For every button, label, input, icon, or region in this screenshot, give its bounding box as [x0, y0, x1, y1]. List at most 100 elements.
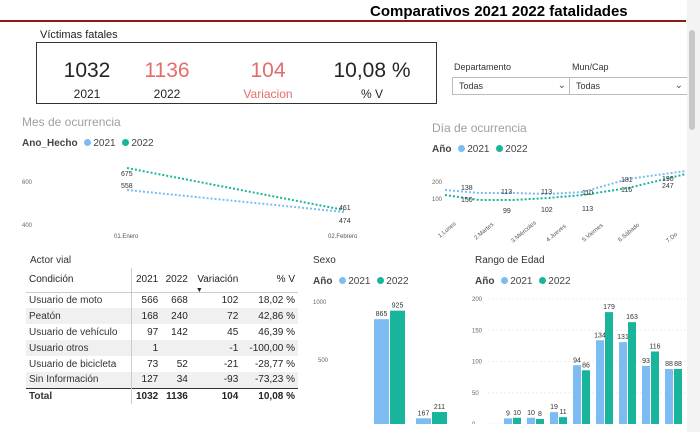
slicer-departamento[interactable]: Todas ⌄	[452, 77, 572, 95]
y-tick: 200	[432, 180, 443, 186]
table-header: Condición 2021 2022 Variación ▼ % V	[26, 268, 298, 294]
page-title: Comparativos 2021 2022 fatalidades	[370, 3, 628, 20]
col-variacion[interactable]: Variación ▼	[190, 268, 242, 294]
scrollbar-thumb[interactable]	[689, 30, 695, 130]
chevron-down-icon: ⌄	[557, 80, 566, 91]
chevron-down-icon: ⌄	[674, 80, 683, 91]
legend-dot-2021	[339, 277, 347, 284]
data-label: 86	[582, 362, 590, 369]
col-2022[interactable]: 2022	[161, 268, 191, 293]
legend-dot-2022	[539, 277, 547, 284]
data-label: 93	[642, 358, 650, 365]
slicer-mun-cap[interactable]: Todas ⌄	[569, 77, 689, 95]
data-label: 94	[573, 357, 581, 364]
table-cell: 1	[130, 340, 162, 356]
bar-2021	[416, 418, 431, 424]
table-total-row: Total 1032 1136 104 10,08 %	[26, 387, 298, 404]
table-cell: Usuario de moto	[29, 294, 103, 306]
legend-dot-2021	[458, 145, 466, 152]
table-cell: -21	[223, 358, 239, 370]
data-label: 10	[527, 410, 535, 417]
series-2022-line	[126, 167, 345, 211]
legend-2021: 2021	[93, 138, 116, 149]
y-tick: 50	[472, 391, 479, 397]
mes-legend: Ano_Hecho 2021 2022	[22, 138, 154, 149]
col-condicion[interactable]: Condición	[26, 268, 132, 293]
table-cell: -93	[190, 372, 242, 388]
bar-2022	[536, 419, 544, 424]
x-tick: 4.Jueves	[545, 223, 567, 243]
data-label: 8	[538, 411, 542, 418]
slicer-value: Todas	[576, 81, 601, 91]
data-label: 461	[339, 205, 351, 212]
table-cell: 168	[130, 308, 162, 324]
kpi-2021: 1032 2021	[47, 59, 127, 101]
table-cell: 668	[171, 294, 188, 306]
data-label: 134	[594, 332, 606, 339]
data-label: 167	[418, 410, 430, 417]
table-row: Usuario de bicicleta 73 52 -21 -28,77 %	[26, 356, 298, 372]
y-tick: 100	[472, 360, 483, 366]
y-tick: 200	[472, 297, 483, 303]
header-divider	[0, 20, 686, 22]
actor-vial-title: Actor vial	[30, 255, 72, 266]
legend-title: Año	[313, 276, 333, 287]
col-2021[interactable]: 2021	[130, 268, 162, 293]
data-label: 211	[434, 404, 445, 411]
x-tick: 2.Martes	[473, 222, 495, 242]
legend-2022: 2022	[386, 276, 409, 287]
x-tick: 6.Sábado	[617, 222, 641, 244]
bar-2022	[674, 369, 682, 424]
table-cell: -1	[190, 340, 242, 356]
table-cell: -100,00 %	[241, 340, 298, 356]
data-label: 113	[582, 206, 593, 213]
col-porcentaje[interactable]: % V	[241, 268, 298, 293]
data-label: 675	[121, 171, 133, 178]
sexo-legend: Año 2021 2022	[313, 276, 409, 287]
y-tick: 400	[22, 223, 33, 229]
data-label: 181	[621, 177, 633, 184]
legend-2021: 2021	[467, 144, 490, 155]
edad-legend: Año 2021 2022	[475, 276, 571, 287]
table-row: Sin Información 127 34 -93 -73,23 %	[26, 372, 298, 388]
table-cell: Usuario de bicicleta	[29, 358, 117, 370]
y-tick: 100	[432, 197, 443, 203]
series-2022-line	[444, 173, 686, 201]
data-label: 88	[674, 361, 682, 368]
bar-2021	[573, 365, 581, 424]
x-tick: 7.Do	[665, 231, 679, 244]
data-label: 110	[582, 190, 593, 197]
legend-title: Año	[432, 144, 452, 155]
kpi-porcentaje: 10,08 % % V	[327, 59, 417, 101]
table-cell: Sin Información	[26, 372, 132, 388]
legend-dot-2021	[84, 139, 92, 146]
table-cell: -73,23 %	[241, 372, 298, 388]
sexo-chart-title: Sexo	[313, 255, 336, 266]
legend-dot-2022	[377, 277, 385, 284]
y-tick: 500	[318, 358, 329, 364]
legend-2022: 2022	[505, 144, 528, 155]
data-label: 9	[506, 410, 510, 417]
legend-title: Ano_Hecho	[22, 138, 78, 149]
data-label: 179	[603, 304, 615, 311]
table-cell: 1136	[161, 387, 191, 404]
data-label: 925	[392, 303, 404, 310]
data-label: 163	[626, 314, 638, 321]
bar-2022	[651, 351, 659, 424]
y-tick: 1000	[313, 300, 327, 306]
dia-chart-title: Día de ocurrencia	[432, 121, 527, 135]
table-cell: 104	[190, 387, 242, 404]
data-label: 10	[513, 410, 521, 417]
col-variacion-label: Variación	[197, 274, 239, 286]
data-label: 113	[501, 189, 512, 196]
edad-bar-chart: 2001501005009101081911948613417913116393…	[472, 297, 687, 424]
bar-2021	[619, 342, 627, 424]
slicer-departamento-label: Departamento	[454, 62, 512, 72]
dia-legend: Año 2021 2022	[432, 144, 528, 155]
data-label: 19	[550, 404, 558, 411]
mes-line-chart: 600 400 675 558 461 474 01.Enero 02.Febr…	[22, 167, 358, 240]
bar-2022	[582, 370, 590, 424]
legend-title: Año	[475, 276, 495, 287]
bar-2021	[665, 369, 673, 424]
bar-2022	[513, 417, 521, 424]
